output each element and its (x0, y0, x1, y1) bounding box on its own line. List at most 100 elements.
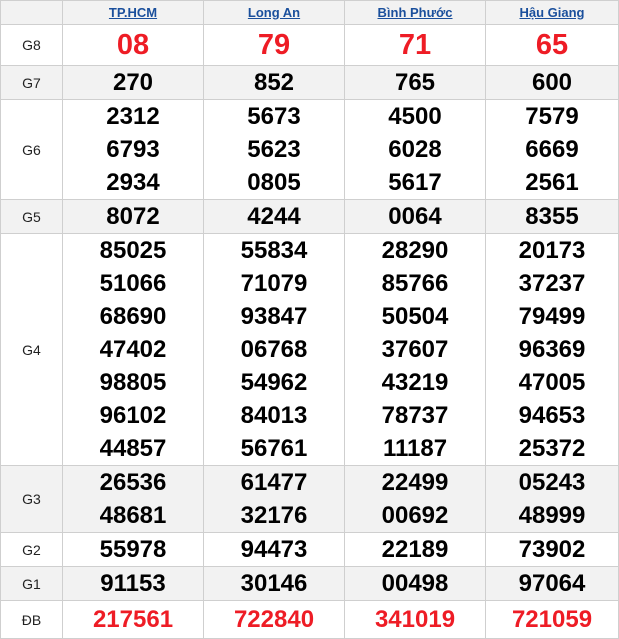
prize-label: G6 (0, 99, 63, 200)
result-cell: 600 (485, 65, 619, 100)
province-link-hau-giang[interactable]: Hậu Giang (519, 4, 585, 20)
result-number: 48681 (99, 502, 167, 529)
prize-label: G5 (0, 199, 63, 234)
result-cell: 7579 6669 2561 (485, 99, 619, 200)
result-number: 98805 (99, 369, 167, 396)
result-number: 79499 (518, 303, 586, 330)
result-cell: 08 (62, 24, 204, 66)
result-number: 55978 (99, 536, 167, 563)
result-cell: 8355 (485, 199, 619, 234)
result-number: 68690 (99, 303, 167, 330)
prize-row-g8: G8 08 79 71 65 (0, 24, 619, 66)
result-number: 79 (257, 29, 291, 61)
result-cell: 97064 (485, 566, 619, 601)
result-number: 6669 (525, 136, 579, 163)
result-number: 08 (116, 29, 150, 61)
result-number: 51066 (99, 270, 167, 297)
result-cell: 65 (485, 24, 619, 66)
result-number: 600 (531, 69, 573, 96)
result-number: 84013 (240, 402, 308, 429)
result-number: 94473 (240, 536, 308, 563)
result-number: 54962 (240, 369, 308, 396)
result-cell: 20173 37237 79499 96369 47005 94653 25372 (485, 233, 619, 466)
result-cell: 55978 (62, 532, 204, 567)
result-number: 47402 (99, 336, 167, 363)
result-number: 00692 (381, 502, 449, 529)
province-link-binh-phuoc[interactable]: Bình Phước (377, 4, 453, 20)
prize-label: G2 (0, 532, 63, 567)
prize-row-g4: G4 85025 51066 68690 47402 98805 96102 44857 558… (0, 233, 619, 466)
result-number: 71 (398, 29, 432, 61)
result-number: 5617 (388, 169, 442, 196)
result-number: 56761 (240, 435, 308, 462)
result-number: 7579 (525, 103, 579, 130)
result-number: 2934 (106, 169, 160, 196)
prize-row-g2: G2 55978 94473 22189 73902 (0, 532, 619, 567)
result-number: 5623 (247, 136, 301, 163)
province-link-long-an[interactable]: Long An (247, 4, 301, 20)
result-cell: 73902 (485, 532, 619, 567)
result-cell: 2312 6793 2934 (62, 99, 204, 200)
result-number: 722840 (233, 606, 315, 633)
prize-row-đb: ĐB 217561 722840 341019 721059 (0, 600, 619, 639)
corner-cell (0, 0, 63, 25)
result-cell: 22189 (344, 532, 486, 567)
result-number: 37237 (518, 270, 586, 297)
result-number: 6793 (106, 136, 160, 163)
result-number: 65 (535, 29, 569, 61)
result-number: 26536 (99, 469, 167, 496)
result-cell: 270 (62, 65, 204, 100)
result-number: 91153 (100, 570, 166, 597)
result-number: 85025 (99, 237, 167, 264)
prize-label: G1 (0, 566, 63, 601)
result-number: 43219 (381, 369, 449, 396)
result-number: 96369 (518, 336, 586, 363)
result-number: 270 (112, 69, 154, 96)
result-number: 05243 (518, 469, 586, 496)
province-link-tphcm[interactable]: TP.HCM (108, 4, 158, 20)
prize-label: G3 (0, 465, 63, 533)
prize-label: G8 (0, 24, 63, 66)
result-number: 32176 (240, 502, 308, 529)
result-number: 73902 (518, 536, 586, 563)
result-cell: 8072 (62, 199, 204, 234)
result-number: 22189 (381, 536, 449, 563)
result-number: 765 (394, 69, 436, 96)
result-cell: 55834 71079 93847 06768 54962 84013 56761 (203, 233, 345, 466)
prize-label: G4 (0, 233, 63, 466)
result-cell: 22499 00692 (344, 465, 486, 533)
result-number: 5673 (247, 103, 301, 130)
result-cell: 5673 5623 0805 (203, 99, 345, 200)
result-number: 48999 (518, 502, 586, 529)
result-number: 78737 (381, 402, 449, 429)
result-cell: 852 (203, 65, 345, 100)
prize-row-g6: G6 2312 6793 2934 5673 5623 0805 4500 6028 5617 75… (0, 99, 619, 200)
result-cell: 765 (344, 65, 486, 100)
result-number: 852 (253, 69, 295, 96)
result-number: 0805 (247, 169, 301, 196)
prize-label: G7 (0, 65, 63, 100)
result-cell: 722840 (203, 600, 345, 639)
result-number: 20173 (518, 237, 586, 264)
prize-row-g3: G3 26536 48681 61477 32176 22499 00692 05243 489… (0, 465, 619, 533)
result-number: 94653 (518, 402, 586, 429)
result-cell: 94473 (203, 532, 345, 567)
prize-row-g5: G5 8072 4244 0064 8355 (0, 199, 619, 234)
result-cell: 4244 (203, 199, 345, 234)
result-number: 61477 (240, 469, 308, 496)
result-cell: 79 (203, 24, 345, 66)
result-number: 8355 (525, 203, 579, 230)
result-number: 00498 (381, 570, 449, 597)
result-cell: 0064 (344, 199, 486, 234)
result-number: 55834 (240, 237, 308, 264)
prize-row-g1: G1 91153 30146 00498 97064 (0, 566, 619, 601)
result-cell: 85025 51066 68690 47402 98805 96102 44857 (62, 233, 204, 466)
result-cell: 721059 (485, 600, 619, 639)
result-number: 8072 (106, 203, 160, 230)
result-number: 28290 (381, 237, 449, 264)
result-cell: 91153 (62, 566, 204, 601)
result-cell: 217561 (62, 600, 204, 639)
result-number: 11187 (382, 435, 448, 462)
result-cell: 341019 (344, 600, 486, 639)
